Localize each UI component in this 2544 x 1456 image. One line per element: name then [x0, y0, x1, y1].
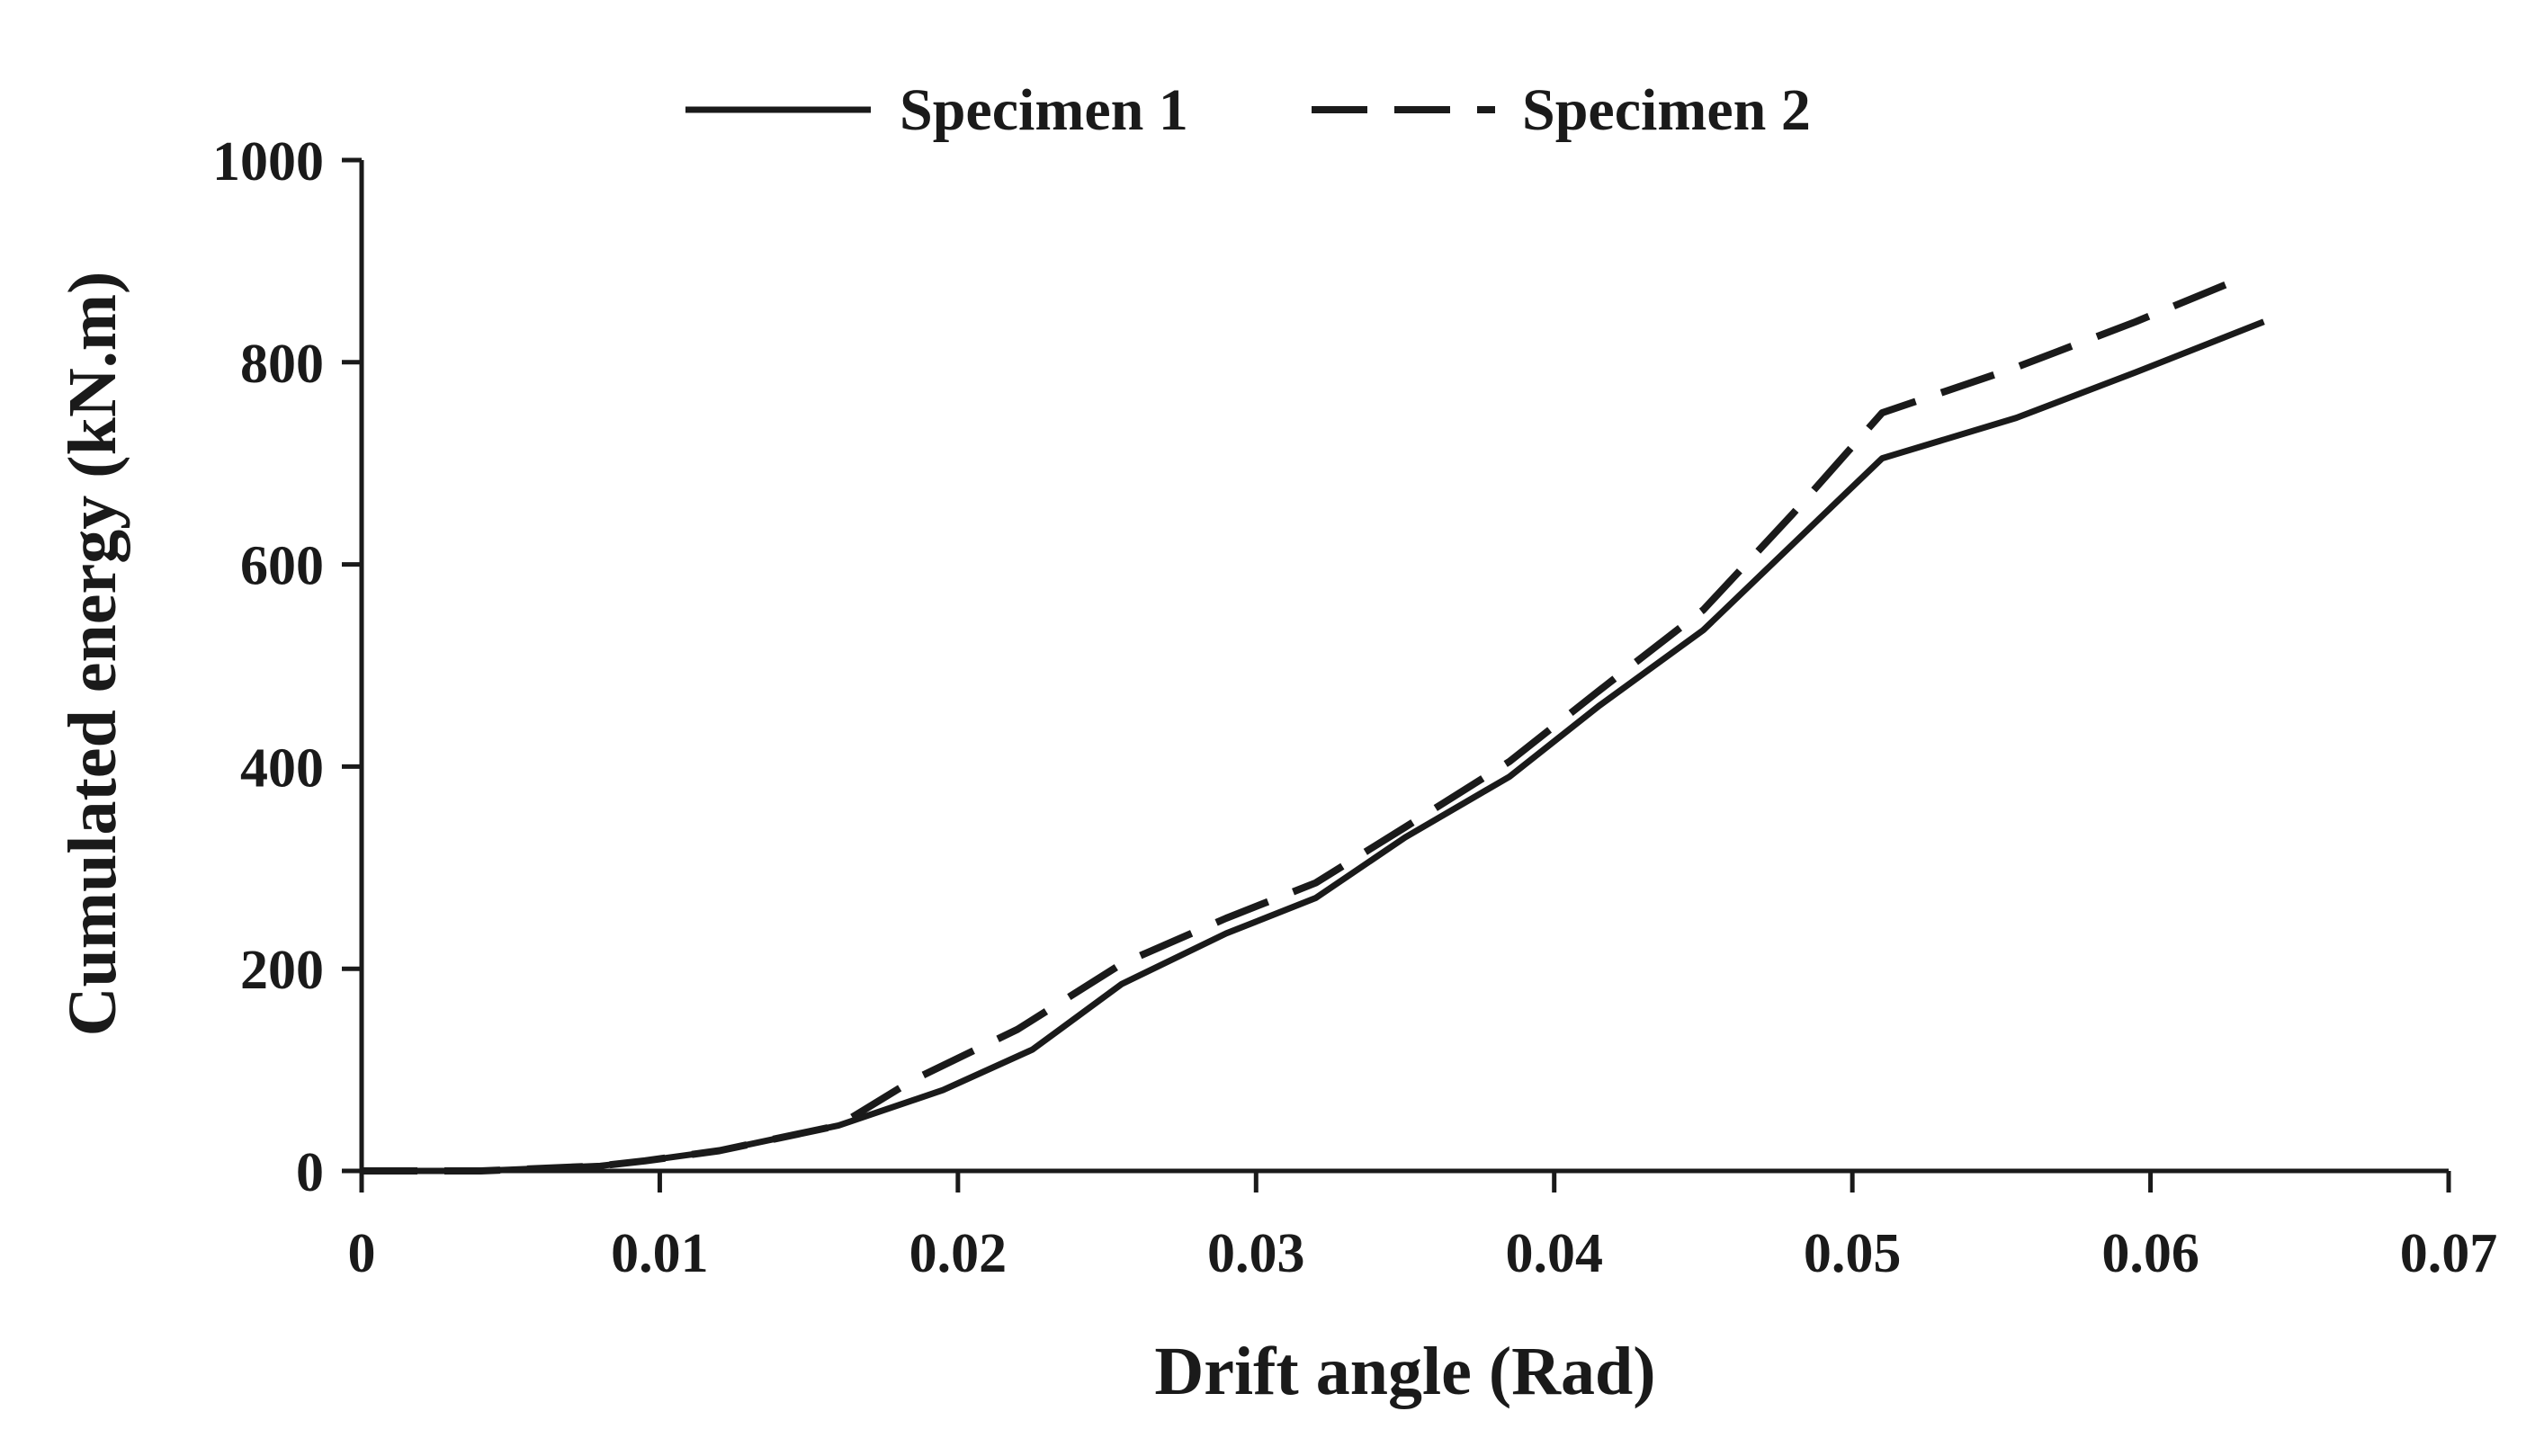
- legend: Specimen 1 Specimen 2: [685, 77, 1811, 143]
- x-tick-label: 0.06: [2101, 1223, 2199, 1284]
- y-tick-label: 800: [240, 334, 324, 395]
- x-tick-label: 0.07: [2400, 1223, 2498, 1284]
- x-tick-label: 0.01: [611, 1223, 709, 1284]
- ticks: 0 200 400 600 800 1000 0 0.01 0.02 0.03 0.04 0.05 0.…: [212, 131, 2497, 1284]
- y-tick-label: 1000: [212, 131, 324, 192]
- x-tick-label: 0: [348, 1223, 376, 1284]
- y-axis-title: Cumulated energy (kN.m): [55, 272, 130, 1037]
- axes: [359, 160, 2449, 1174]
- series-line-1: [362, 318, 2265, 1175]
- x-tick-label: 0.05: [1804, 1223, 1902, 1284]
- x-axis-title: Drift angle (Rad): [1154, 1334, 1655, 1409]
- legend-label-2: Specimen 2: [1522, 77, 1811, 143]
- y-tick-label: 600: [240, 536, 324, 597]
- y-tick-label: 200: [240, 940, 324, 1001]
- legend-label-1: Specimen 1: [900, 77, 1188, 143]
- x-tick-label: 0.03: [1207, 1223, 1305, 1284]
- y-tick-label: 0: [296, 1142, 324, 1203]
- x-tick-label: 0.04: [1505, 1223, 1603, 1284]
- series-layer: [362, 272, 2265, 1175]
- x-tick-label: 0.02: [909, 1223, 1008, 1284]
- series-line-2: [362, 272, 2248, 1175]
- y-tick-label: 400: [240, 737, 324, 799]
